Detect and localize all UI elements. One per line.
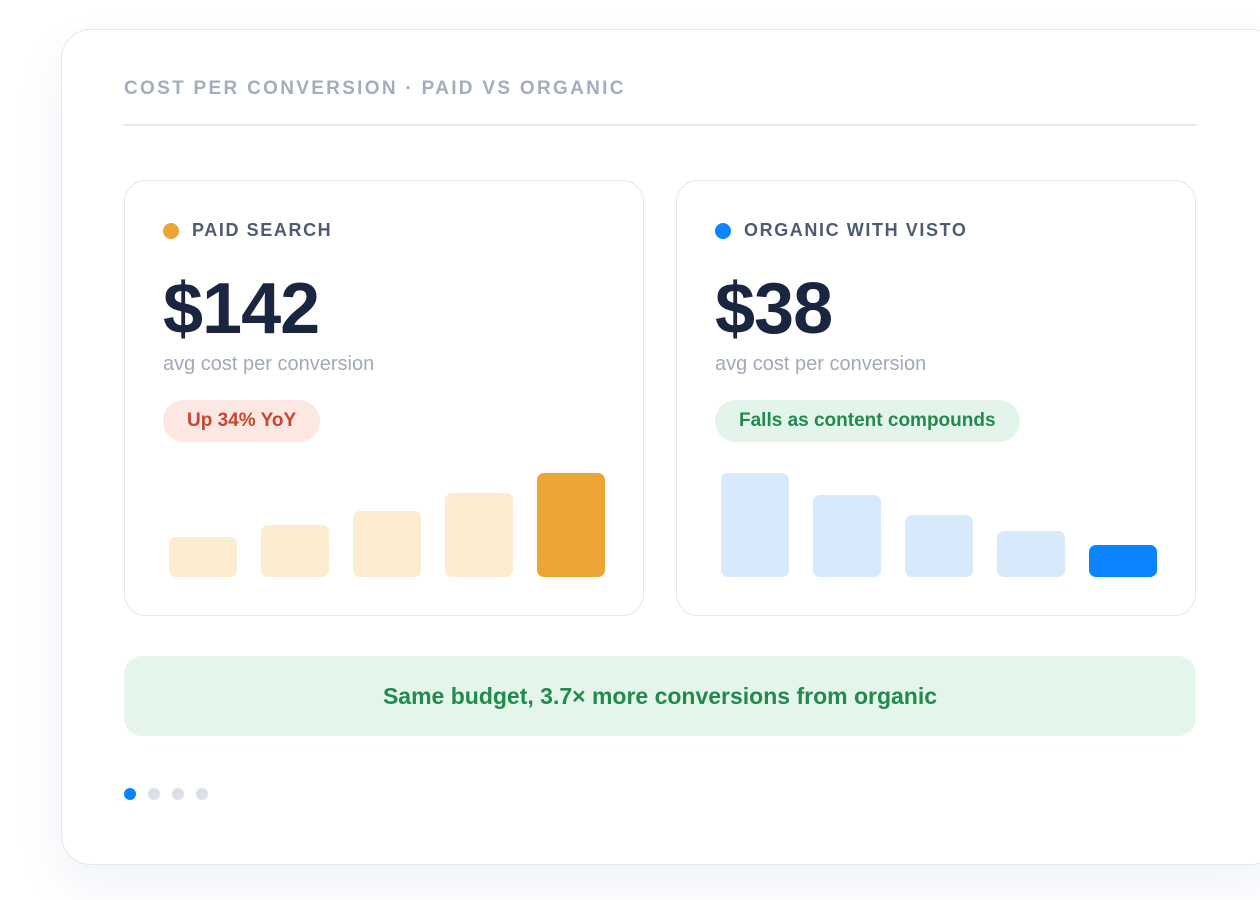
organic-bar-1: [721, 473, 789, 577]
paid-bar-4: [445, 493, 513, 577]
organic-bar-4: [997, 531, 1065, 577]
header-divider: [124, 124, 1196, 126]
page-dot-3[interactable]: [172, 788, 184, 800]
paid-bar-2: [261, 525, 329, 577]
paid-bar-1: [169, 537, 237, 577]
paid-cost-sublabel: avg cost per conversion: [163, 353, 375, 375]
organic-legend-dot: [715, 223, 731, 239]
page-dot-2[interactable]: [148, 788, 160, 800]
organic-panel: ORGANIC WITH VISTO $38 avg cost per conv…: [676, 180, 1196, 616]
organic-trend-chart: [721, 469, 1161, 577]
paid-search-panel: PAID SEARCH $142 avg cost per conversion…: [124, 180, 644, 616]
summary-banner: Same budget, 3.7× more conversions from …: [124, 656, 1196, 736]
paid-legend-dot: [163, 223, 179, 239]
organic-panel-label: ORGANIC WITH VISTO: [744, 220, 968, 240]
organic-trend-badge: Falls as content compounds: [715, 400, 1020, 442]
paid-trend-badge: Up 34% YoY: [163, 400, 321, 442]
paid-bar-3: [353, 511, 421, 577]
organic-cost-value: $38: [715, 269, 833, 349]
paid-cost-value: $142: [163, 269, 320, 349]
organic-bar-5: [1089, 545, 1157, 577]
paid-trend-chart: [169, 469, 609, 577]
card-title: COST PER CONVERSION · PAID VS ORGANIC: [124, 78, 626, 99]
paid-panel-label: PAID SEARCH: [192, 220, 333, 240]
organic-cost-sublabel: avg cost per conversion: [715, 353, 927, 375]
organic-bar-2: [813, 495, 881, 577]
organic-bar-3: [905, 515, 973, 577]
paid-bar-5: [537, 473, 605, 577]
page-dot-4[interactable]: [196, 788, 208, 800]
pagination-dots: [124, 788, 208, 800]
page-dot-1[interactable]: [124, 788, 136, 800]
